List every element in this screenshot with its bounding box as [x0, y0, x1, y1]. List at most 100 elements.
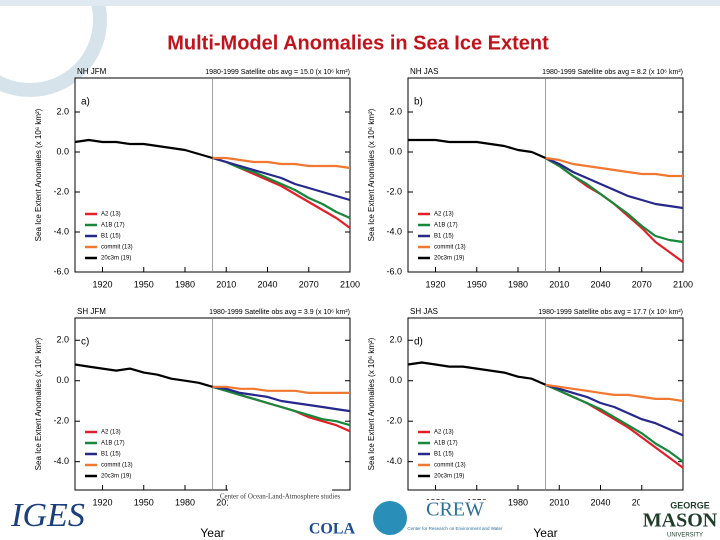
series-line [74, 138, 213, 160]
y-tick-label: -2.0 [53, 416, 69, 426]
series-line [212, 156, 351, 220]
legend-label: B1 (15) [434, 234, 454, 240]
x-tick-label: 1980 [175, 279, 195, 289]
y-tick-label: -4.0 [53, 456, 69, 466]
charts: NH JFM 1980-1999 Satellite obs avg = 15.0… [34, 67, 693, 540]
top-band [0, 0, 720, 6]
series-line [74, 363, 213, 388]
legend-label: B1 (15) [434, 452, 454, 458]
x-tick-label: 1950 [134, 279, 154, 289]
gmu-bg [640, 498, 720, 540]
x-tick-label: 2070 [632, 279, 652, 289]
legend-label: commit (13) [101, 245, 133, 251]
legend-label: A2 (13) [101, 212, 121, 218]
y-tick-label: 0.0 [56, 146, 69, 156]
panel-label: a) [81, 97, 90, 108]
series-line [408, 138, 546, 160]
y-axis-label: Sea Ice Extent Anomalies (x 10⁶ km²) [367, 108, 376, 241]
x-axis-label: Year [533, 526, 557, 540]
region-label: SH JAS [410, 307, 438, 316]
obs-label: 1980-1999 Satellite obs avg = 15.0 (x 10… [205, 69, 350, 76]
cola-caption: Center of Ocean-Land-Atmosphere studies [220, 493, 341, 501]
series-line [545, 383, 684, 403]
x-tick-label: 2040 [257, 279, 277, 289]
legend-label: 20c3m (19) [434, 474, 464, 480]
legend-label: commit (13) [101, 463, 133, 469]
series-line [212, 385, 350, 394]
y-tick-label: -4.0 [386, 456, 402, 466]
y-tick-label: 0.0 [389, 146, 402, 156]
region-label: SH JFM [77, 307, 106, 316]
obs-label: 1980-1999 Satellite obs avg = 17.7 (x 10… [538, 309, 683, 316]
x-tick-label: 2040 [590, 279, 610, 289]
legend-label: 20c3m (19) [101, 256, 131, 262]
series-line [212, 385, 351, 427]
crew-caption: Center for Research on Environment and W… [407, 526, 503, 531]
series-line [545, 156, 683, 178]
gmu-mason: MASON [643, 510, 718, 532]
x-tick-label: 1980 [175, 497, 195, 507]
x-tick-label: 1980 [508, 497, 528, 507]
y-tick-label: -2.0 [53, 186, 69, 196]
region-label: NH JAS [410, 67, 438, 76]
y-tick-label: 2.0 [389, 335, 402, 345]
legend-label: 20c3m (19) [101, 474, 131, 480]
footer: IGES Center of Ocean-Land-Atmosphere stu… [10, 484, 720, 540]
series-line [212, 385, 351, 413]
legend-label: A2 (13) [101, 430, 121, 436]
y-tick-label: 2.0 [389, 106, 402, 116]
series-line [545, 156, 684, 210]
legend-label: A2 (13) [434, 212, 454, 218]
y-axis-label: Sea Ice Extent Anomalies (x 10⁶ km²) [34, 337, 43, 470]
panel-label: b) [414, 97, 423, 108]
legend-label: A1B (17) [434, 441, 458, 447]
x-tick-label: 2010 [216, 497, 236, 507]
y-tick-label: -4.0 [53, 226, 69, 236]
x-tick-label: 2040 [590, 497, 610, 507]
x-tick-label: 2010 [549, 497, 569, 507]
y-tick-label: 2.0 [56, 335, 69, 345]
crew-bg [415, 500, 495, 540]
globe-decoration [0, 0, 107, 97]
legend-label: A1B (17) [101, 223, 125, 229]
region-label: NH JFM [77, 67, 107, 76]
series-line [545, 383, 684, 437]
series-line [212, 156, 351, 202]
series-line [544, 157, 684, 244]
x-tick-label: 1920 [425, 279, 445, 289]
y-tick-label: -6.0 [386, 266, 402, 276]
cola-logo: COLA [309, 521, 356, 538]
y-tick-label: -2.0 [386, 416, 402, 426]
x-axis-label: Year [200, 526, 224, 540]
x-tick-label: 1920 [92, 497, 112, 507]
y-tick-label: 2.0 [56, 106, 69, 116]
crew-globe [373, 501, 407, 535]
gmu-university: UNIVERSITY [667, 533, 703, 539]
obs-label: 1980-1999 Satellite obs avg = 3.9 (x 10⁶… [209, 309, 350, 316]
x-tick-label: 2100 [340, 279, 360, 289]
legend-label: commit (13) [434, 245, 466, 251]
obs-label: 1980-1999 Satellite obs avg = 8.2 (x 10⁶… [542, 69, 683, 76]
x-tick-label: 2010 [549, 279, 569, 289]
legend-label: A2 (13) [434, 430, 454, 436]
y-tick-label: -6.0 [53, 266, 69, 276]
y-axis-label: Sea Ice Extent Anomalies (x 10⁶ km²) [367, 337, 376, 470]
y-tick-label: -4.0 [386, 226, 402, 236]
x-tick-label: 1920 [92, 279, 112, 289]
panel-label: d) [414, 337, 423, 348]
legend-label: commit (13) [434, 463, 466, 469]
crew-logo: CREW [426, 499, 484, 521]
series-line [212, 156, 351, 170]
x-tick-label: 1950 [134, 497, 154, 507]
x-tick-label: 2070 [299, 279, 319, 289]
x-tick-label: 1950 [467, 279, 487, 289]
x-tick-label: 1980 [508, 279, 528, 289]
gmu-george: GEORGE [670, 500, 710, 510]
iges-logo: IGES [10, 497, 85, 534]
y-tick-label: -2.0 [386, 186, 402, 196]
y-tick-label: 0.0 [56, 375, 69, 385]
legend-label: A1B (17) [101, 441, 125, 447]
y-tick-label: 0.0 [389, 375, 402, 385]
legend-label: B1 (15) [101, 452, 121, 458]
